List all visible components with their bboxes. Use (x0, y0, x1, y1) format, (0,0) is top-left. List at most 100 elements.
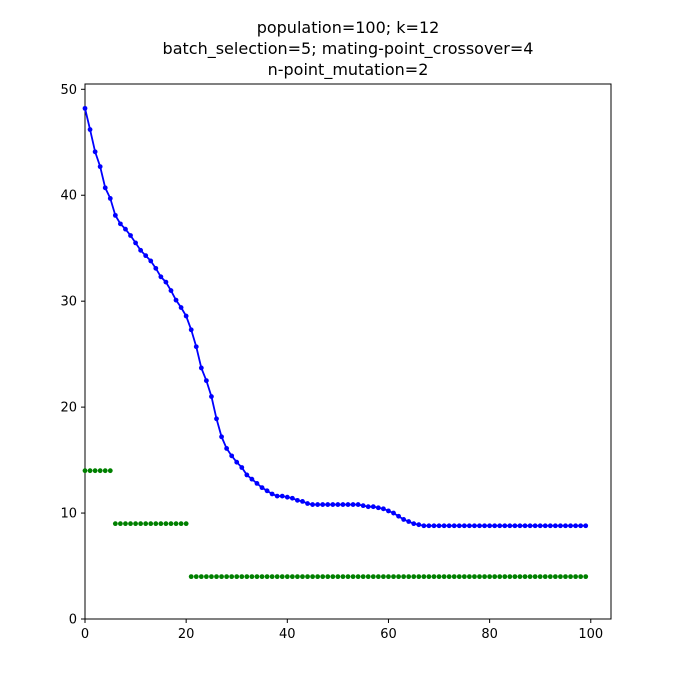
series-1-point (279, 493, 285, 499)
series-2-point (335, 574, 341, 580)
series-2-point (82, 468, 88, 474)
series-1-point (173, 297, 179, 303)
series-1-point (188, 327, 194, 333)
y-axis: 0 10 20 30 40 50 (60, 83, 85, 628)
series-1-point (102, 185, 108, 191)
series-1-point (128, 233, 133, 238)
series-1-point (431, 523, 437, 529)
series-2-point (370, 574, 376, 580)
series-1-point (466, 523, 472, 529)
series-1-point (537, 523, 543, 529)
series-1-point (563, 523, 568, 529)
x-tick-label: 100 (578, 627, 603, 642)
series-2-point (502, 574, 508, 580)
series-1-point (502, 523, 508, 529)
series-1-point (411, 521, 417, 527)
series-2-point (426, 574, 432, 580)
series-1-point (345, 502, 351, 507)
series-1-point (426, 523, 432, 529)
series-1-point (143, 253, 149, 259)
series-1-point (370, 504, 376, 510)
series-2-point (234, 574, 240, 580)
series-1-point (168, 288, 174, 293)
series-1-point (249, 476, 255, 482)
series-1-point (436, 523, 442, 529)
series-2-point (522, 574, 528, 580)
chart-title-line-3: n-point_mutation=2 (268, 60, 429, 80)
series-1-point (583, 523, 589, 529)
series-2-point (421, 574, 427, 580)
series-2-point (381, 574, 386, 580)
series-2-point (355, 574, 361, 580)
series-1-point (568, 523, 573, 529)
series-2-point (477, 574, 482, 580)
series-2-point (244, 574, 250, 580)
series-2-point (284, 574, 290, 580)
series-1-point (330, 502, 336, 507)
series-2-point (102, 468, 108, 474)
series-2-point (456, 574, 462, 580)
series-1-point (97, 164, 103, 170)
series-2-point (259, 574, 265, 580)
series-1-point (512, 523, 518, 529)
series-2-point (466, 574, 472, 580)
series-1-point (320, 502, 326, 507)
series-1-point (214, 416, 219, 422)
series-2-point (492, 574, 498, 580)
series-2-point (264, 574, 270, 580)
series-1-point (542, 523, 548, 529)
series-2-point (451, 574, 457, 580)
series-1-point (472, 523, 477, 529)
series-2-point (112, 521, 118, 527)
series-1-point (284, 494, 290, 500)
series-2-point (583, 574, 589, 580)
y-tick-label: 40 (60, 189, 77, 204)
series-1-point (396, 513, 401, 519)
series-1-point (325, 502, 331, 507)
series-1-point (461, 523, 467, 529)
series-2-point (345, 574, 351, 580)
series-1-point (305, 501, 310, 506)
series-1-point (183, 313, 189, 319)
series-1-point (335, 502, 341, 507)
x-axis: 0 20 40 60 80 100 (81, 619, 603, 642)
series-2-point (305, 574, 310, 580)
series-1-point (198, 365, 204, 371)
series-1-point (234, 459, 240, 465)
series-2-point (517, 574, 523, 580)
series-2-point (224, 574, 230, 580)
series-1-point (365, 504, 371, 510)
series-2-point (320, 574, 326, 580)
series-layer (82, 105, 589, 580)
series-2-point (310, 574, 315, 580)
series-2-point (229, 574, 235, 580)
series-2-point (365, 574, 371, 580)
series-1-point (340, 502, 346, 507)
series-1-point (178, 305, 184, 310)
series-1-line (84, 108, 586, 527)
series-1-point (289, 495, 295, 501)
series-2-point (239, 574, 245, 580)
series-1-point (163, 279, 169, 285)
series-1-point (148, 258, 154, 264)
series-2-point (97, 468, 103, 474)
series-1-point (446, 523, 452, 529)
series-1-point (239, 465, 245, 470)
series-2-point (214, 574, 219, 580)
x-tick-label: 60 (380, 627, 397, 642)
series-2-point (219, 574, 224, 580)
series-1-point (209, 394, 214, 399)
series-1-point (416, 522, 422, 528)
series-2-point (188, 574, 194, 580)
chart-title-line-2: batch_selection=5; mating-point_crossove… (163, 39, 534, 59)
series-1-point (451, 523, 457, 529)
series-1-point (138, 247, 144, 253)
series-1-point (153, 265, 159, 271)
series-1 (82, 105, 589, 529)
y-tick-label: 30 (60, 295, 77, 310)
series-1-point (355, 502, 361, 507)
series-1-point (274, 493, 280, 499)
series-2-point (431, 574, 437, 580)
series-1-point (391, 510, 396, 516)
series-2-point (279, 574, 285, 580)
